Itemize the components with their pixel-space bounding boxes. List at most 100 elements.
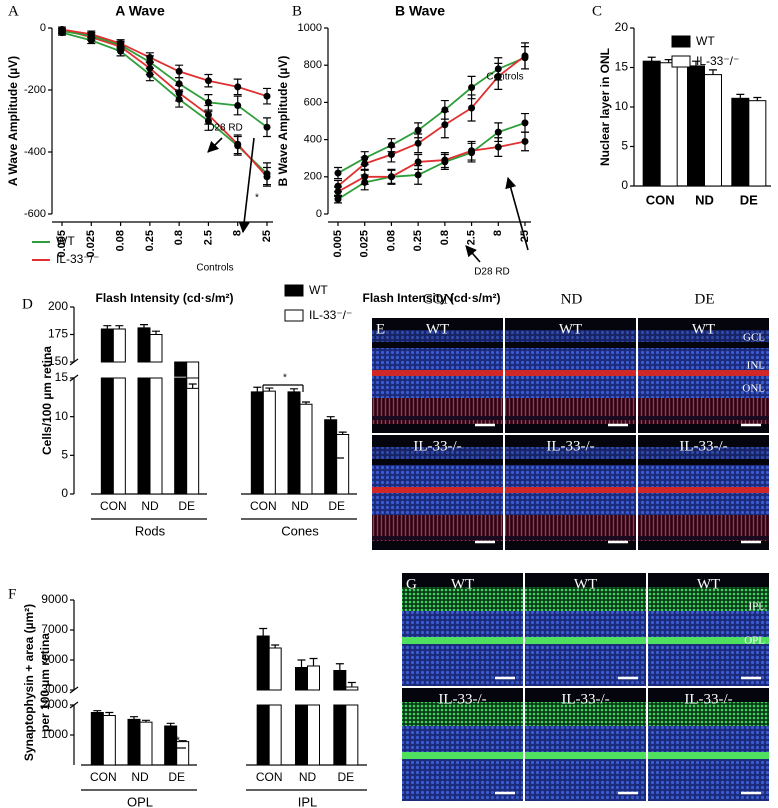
bar	[731, 97, 750, 187]
cell-layer	[638, 447, 769, 459]
x-tick-label: 0.8	[173, 230, 185, 245]
marker	[441, 121, 449, 129]
x-tick-label: DE	[178, 499, 195, 513]
marker	[334, 169, 342, 177]
layer-label: INL	[747, 360, 766, 372]
x-tick-label: 25	[261, 230, 273, 242]
marker	[361, 173, 369, 181]
y-tick-label: 7000	[41, 622, 68, 636]
x-tick-label: DE	[337, 770, 354, 784]
bar	[174, 361, 188, 495]
marker	[494, 143, 502, 151]
y-tick-label: 0	[316, 208, 322, 220]
cell-layer	[505, 330, 636, 342]
y-axis-label: Nuclear layer in ONL	[598, 48, 612, 166]
marker	[494, 72, 502, 80]
y-tick-label: 800	[304, 59, 322, 71]
cell-layer	[372, 370, 503, 376]
cell-layer	[648, 726, 769, 752]
marker	[334, 188, 342, 196]
cell-label: IL-33-/-	[413, 438, 461, 454]
cell-layer	[648, 752, 769, 759]
annotation-line	[465, 245, 481, 263]
legend-swatch	[284, 284, 304, 297]
legend-label: WT	[309, 283, 328, 297]
series-line	[337, 55, 526, 187]
x-tick-label: 2.5	[465, 230, 477, 245]
cell-layer	[525, 752, 646, 759]
error-bar	[140, 324, 148, 328]
marker	[263, 123, 271, 131]
bar	[102, 715, 116, 766]
marker	[414, 158, 422, 166]
cell-layer	[638, 348, 769, 370]
series-line	[61, 30, 268, 128]
error-bar	[664, 59, 673, 63]
series-line	[337, 56, 526, 174]
cell-layer	[372, 465, 503, 487]
cell-layer	[505, 493, 636, 515]
marker	[234, 83, 242, 91]
panel-letter: B	[292, 3, 302, 19]
marker	[521, 52, 529, 60]
cell-label: IL-33-/-	[561, 691, 609, 707]
x-tick-label: ND	[141, 499, 159, 513]
bar	[324, 419, 338, 495]
y-axis-label: Cells/100 µm retina	[40, 346, 54, 455]
bar	[307, 665, 320, 766]
y-tick-label: 400	[304, 134, 322, 146]
chart-title: A Wave	[115, 3, 165, 19]
cell-label: WT	[451, 576, 474, 592]
marker	[117, 40, 125, 47]
cell-layer	[638, 330, 769, 342]
cell-layer	[525, 587, 646, 611]
cell-layer	[505, 370, 636, 376]
annotation: Controls	[196, 263, 233, 274]
cell-layer	[372, 487, 503, 493]
bar	[139, 721, 153, 766]
bar	[127, 718, 141, 766]
cell-layer	[525, 702, 646, 726]
marker	[468, 84, 476, 92]
y-axis-label: Synaptophysin + area (µm²)	[22, 604, 36, 761]
x-tick-label: CON	[90, 770, 117, 784]
marker	[58, 26, 66, 34]
error-bar	[347, 681, 356, 687]
cell-label: IL-33-/-	[546, 438, 594, 454]
bar	[268, 647, 282, 766]
bar	[149, 334, 163, 495]
legend-label: IL-33⁻/⁻	[309, 308, 352, 322]
x-tick-label: ND	[291, 499, 309, 513]
legend-swatch	[284, 309, 304, 322]
y-tick-label: 9000	[41, 592, 68, 606]
cell-layer	[638, 370, 769, 376]
error-bar	[335, 663, 344, 671]
annotation: *	[255, 193, 259, 204]
cell-label: WT	[697, 576, 720, 592]
y-tick-label: 2000	[41, 697, 68, 711]
y-tick-label: 5	[621, 139, 628, 153]
y-axis-label: per 100 µm retina	[38, 633, 52, 732]
cell-layer	[372, 330, 503, 342]
annotation-line	[505, 176, 529, 251]
marker	[234, 140, 242, 148]
bar	[642, 60, 661, 187]
cell-layer	[402, 637, 523, 644]
y-tick-label: 1000	[41, 727, 68, 741]
cell-layer	[648, 637, 769, 644]
x-tick-label: 0.25	[412, 230, 424, 251]
group-label: Rods	[135, 523, 166, 538]
x-tick-label: 0.025	[85, 230, 97, 258]
series-line	[61, 28, 268, 178]
y-tick-label: 1000	[298, 22, 322, 34]
legend-swatch	[671, 55, 691, 68]
x-tick-label: ND	[695, 192, 714, 207]
layer-label: OPL	[744, 635, 765, 647]
y-tick-label: 5	[61, 448, 68, 462]
marker	[387, 173, 395, 181]
cell-layer	[525, 644, 646, 686]
marker	[263, 173, 271, 181]
series-line	[337, 140, 526, 193]
error-bar	[309, 657, 318, 666]
cell-label: WT	[574, 576, 597, 592]
